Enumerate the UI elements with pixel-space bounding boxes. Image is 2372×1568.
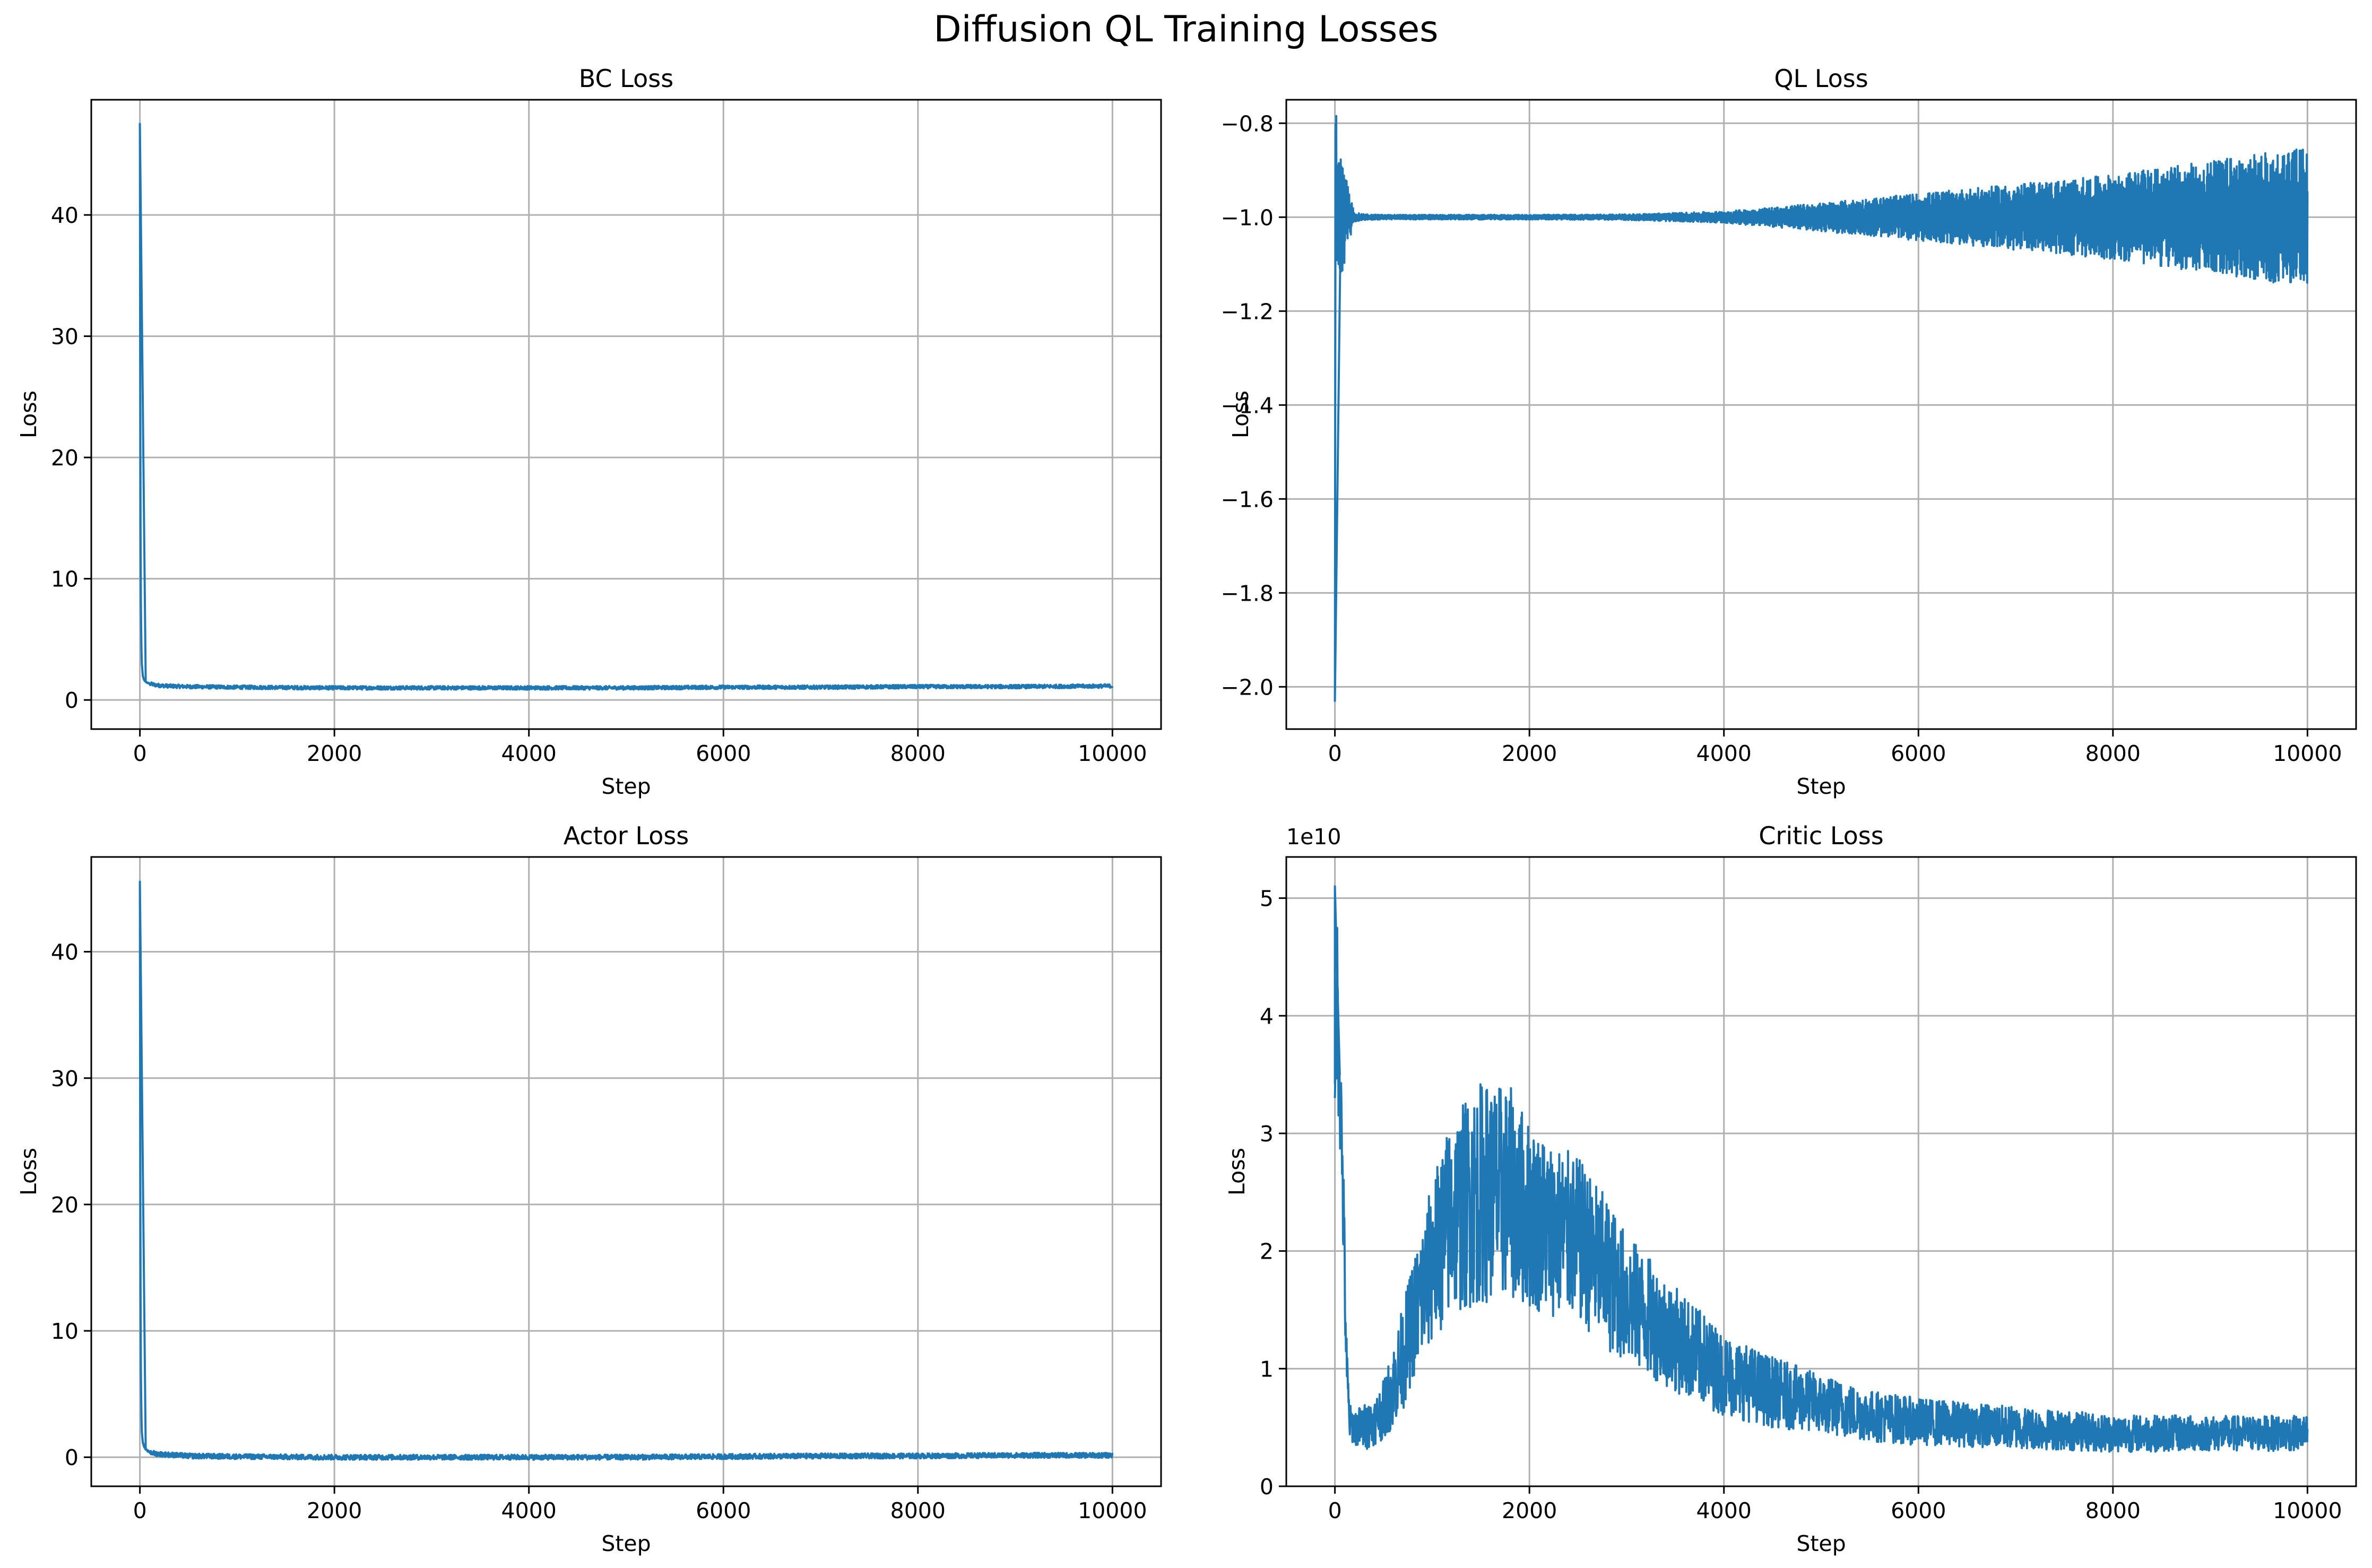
subplot-title: QL Loss — [1774, 64, 1868, 93]
x-tick-label: 2000 — [307, 1498, 362, 1523]
x-tick-label: 10000 — [1078, 741, 1147, 766]
y-tick-label: 30 — [51, 1066, 79, 1091]
subplot-title: Critic Loss — [1759, 821, 1883, 850]
plot-frame — [90, 856, 1162, 1487]
series-line-3-0 — [1334, 885, 2309, 1453]
x-tick-label: 0 — [133, 741, 147, 766]
y-tick-label: −2.0 — [1220, 674, 1274, 700]
y-axis-label: Loss — [1228, 391, 1253, 438]
x-tick-label: 8000 — [2085, 1498, 2141, 1523]
y-axis-label: Loss — [1224, 1148, 1250, 1196]
y-axis-label: Loss — [16, 1148, 41, 1196]
series-line-1-0 — [1334, 115, 2309, 702]
x-tick-label: 6000 — [696, 741, 751, 766]
x-axis-label: Step — [1796, 1531, 1846, 1556]
y-tick-label: 2 — [1260, 1239, 1274, 1264]
x-tick-label: 4000 — [1696, 1498, 1752, 1523]
y-tick-label: 1 — [1260, 1356, 1274, 1382]
x-tick-label: 8000 — [2085, 741, 2141, 766]
x-tick-label: 10000 — [1078, 1498, 1147, 1523]
x-tick-label: 6000 — [1891, 1498, 1946, 1523]
x-tick-label: 4000 — [501, 741, 557, 766]
y-tick-label: 0 — [65, 688, 79, 713]
x-axis-label: Step — [601, 1531, 651, 1556]
y-tick-label: −1.8 — [1220, 581, 1274, 606]
y-tick-label: 20 — [51, 1192, 79, 1218]
y-tick-label: 0 — [65, 1445, 79, 1470]
x-tick-label: 8000 — [890, 1498, 946, 1523]
x-tick-label: 0 — [1328, 741, 1342, 766]
y-tick-label: 20 — [51, 445, 79, 471]
subplot-title: BC Loss — [579, 64, 673, 93]
subplot-3: 0 2000 4000 6000 8000 10000 0 1 2 3 4 5 Critic Loss S… — [1224, 821, 2357, 1556]
x-tick-label: 2000 — [307, 741, 362, 766]
y-tick-label: 3 — [1260, 1121, 1274, 1147]
x-tick-label: 4000 — [501, 1498, 557, 1523]
y-tick-label: 30 — [51, 324, 79, 350]
series-line-2-0 — [138, 880, 1114, 1461]
x-tick-label: 10000 — [2273, 741, 2342, 766]
plot-frame — [1285, 856, 2357, 1487]
subplot-2: 0 2000 4000 6000 8000 10000 0 10 20 30 40 Actor Los… — [16, 821, 1162, 1556]
x-tick-label: 0 — [133, 1498, 147, 1523]
y-tick-label: 4 — [1260, 1003, 1274, 1029]
y-tick-label: 5 — [1260, 886, 1274, 912]
y-tick-label: 40 — [51, 940, 79, 965]
y-tick-label: −0.8 — [1220, 111, 1274, 136]
x-tick-label: 4000 — [1696, 741, 1752, 766]
x-tick-label: 8000 — [890, 741, 946, 766]
subplot-title: Actor Loss — [564, 821, 689, 850]
y-tick-label: −1.0 — [1220, 205, 1274, 230]
plot-frame — [90, 99, 1162, 730]
x-tick-label: 2000 — [1502, 1498, 1557, 1523]
figure-title: Diffusion QL Training Losses — [933, 8, 1438, 50]
y-tick-label: −1.2 — [1220, 299, 1274, 324]
subplot-0: 0 2000 4000 6000 8000 10000 0 10 20 30 40 BC Loss St… — [16, 64, 1162, 799]
y-tick-label: 10 — [51, 1319, 79, 1344]
y-axis-offset-text: 1e10 — [1286, 824, 1341, 850]
x-tick-label: 6000 — [696, 1498, 751, 1523]
y-tick-label: −1.4 — [1220, 393, 1274, 418]
x-tick-label: 0 — [1328, 1498, 1342, 1523]
y-tick-label: 40 — [51, 203, 79, 228]
x-tick-label: 6000 — [1891, 741, 1946, 766]
y-axis-label: Loss — [16, 391, 41, 438]
y-tick-label: −1.6 — [1220, 487, 1274, 512]
x-axis-label: Step — [1796, 774, 1846, 799]
y-tick-label: 10 — [51, 567, 79, 592]
series-line-0-0 — [138, 123, 1114, 691]
plot-frame — [1285, 99, 2357, 730]
subplot-1: 0 2000 4000 6000 8000 10000 −2.0 −1.8 −1.6 −1.4 −1… — [1220, 64, 2357, 799]
x-tick-label: 10000 — [2273, 1498, 2342, 1523]
x-axis-label: Step — [601, 774, 651, 799]
y-tick-label: 0 — [1260, 1474, 1274, 1500]
x-tick-label: 2000 — [1502, 741, 1557, 766]
